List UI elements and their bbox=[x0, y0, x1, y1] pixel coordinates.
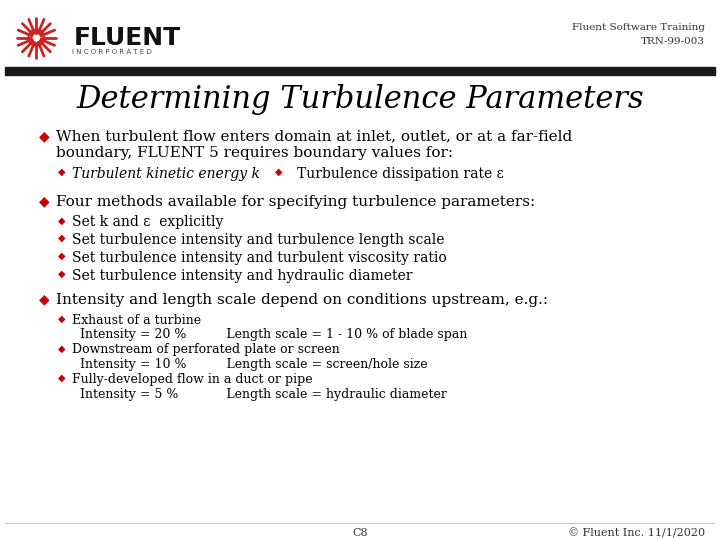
Text: ◆: ◆ bbox=[58, 233, 66, 243]
Text: Intensity = 5 %            Length scale = hydraulic diameter: Intensity = 5 % Length scale = hydraulic… bbox=[80, 388, 446, 401]
Text: Fluent Software Training: Fluent Software Training bbox=[572, 23, 706, 32]
Text: ◆: ◆ bbox=[58, 373, 66, 383]
Text: ◆: ◆ bbox=[58, 343, 66, 353]
Text: Intensity = 20 %          Length scale = 1 - 10 % of blade span: Intensity = 20 % Length scale = 1 - 10 %… bbox=[80, 328, 467, 341]
Text: Set turbulence intensity and turbulent viscosity ratio: Set turbulence intensity and turbulent v… bbox=[72, 251, 446, 265]
Text: ◆: ◆ bbox=[58, 269, 66, 279]
Text: Exhaust of a turbine: Exhaust of a turbine bbox=[72, 314, 201, 327]
Text: © Fluent Inc. 11/1/2020: © Fluent Inc. 11/1/2020 bbox=[568, 528, 706, 538]
Text: I N C O R P O R A T E D: I N C O R P O R A T E D bbox=[72, 49, 152, 55]
Text: Set turbulence intensity and hydraulic diameter: Set turbulence intensity and hydraulic d… bbox=[72, 269, 413, 283]
Text: Set k and ε  explicitly: Set k and ε explicitly bbox=[72, 215, 223, 230]
Text: ◆: ◆ bbox=[58, 215, 66, 225]
Text: Four methods available for specifying turbulence parameters:: Four methods available for specifying tu… bbox=[56, 194, 536, 208]
Text: Intensity and length scale depend on conditions upstream, e.g.:: Intensity and length scale depend on con… bbox=[56, 293, 548, 307]
Text: FLUENT: FLUENT bbox=[74, 26, 181, 50]
Text: ◆: ◆ bbox=[58, 251, 66, 261]
Text: Downstream of perforated plate or screen: Downstream of perforated plate or screen bbox=[72, 343, 340, 356]
Text: Fully-developed flow in a duct or pipe: Fully-developed flow in a duct or pipe bbox=[72, 373, 312, 386]
Text: Turbulence dissipation rate ε: Turbulence dissipation rate ε bbox=[297, 167, 503, 181]
Text: ◆: ◆ bbox=[39, 129, 50, 143]
Text: TRN-99-003: TRN-99-003 bbox=[642, 37, 706, 46]
Text: ◆: ◆ bbox=[39, 293, 50, 307]
Text: ◆: ◆ bbox=[58, 314, 66, 323]
Text: ◆: ◆ bbox=[275, 167, 283, 177]
Text: ◆: ◆ bbox=[58, 167, 66, 177]
Bar bbox=[5, 68, 715, 76]
Text: Determining Turbulence Parameters: Determining Turbulence Parameters bbox=[76, 84, 644, 114]
Text: ◆: ◆ bbox=[39, 194, 50, 208]
Text: When turbulent flow enters domain at inlet, outlet, or at a far-field: When turbulent flow enters domain at inl… bbox=[56, 129, 572, 143]
Text: Set turbulence intensity and turbulence length scale: Set turbulence intensity and turbulence … bbox=[72, 233, 444, 247]
Text: Turbulent kinetic energy k: Turbulent kinetic energy k bbox=[72, 167, 260, 181]
Text: boundary, FLUENT 5 requires boundary values for:: boundary, FLUENT 5 requires boundary val… bbox=[56, 146, 454, 160]
Text: C8: C8 bbox=[352, 528, 368, 538]
Text: Intensity = 10 %          Length scale = screen/hole size: Intensity = 10 % Length scale = screen/h… bbox=[80, 358, 428, 371]
